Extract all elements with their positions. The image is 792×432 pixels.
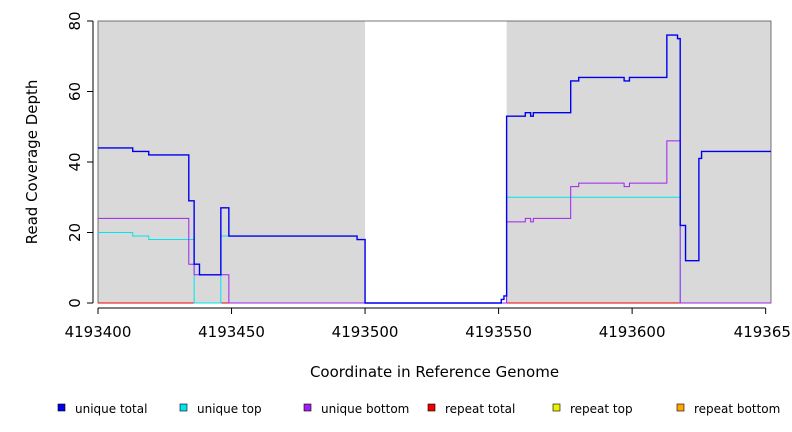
y-tick-label: 20 <box>66 223 84 242</box>
x-tick-label: 4193500 <box>332 323 399 341</box>
shaded-region-2 <box>506 21 771 303</box>
y-tick-label: 40 <box>66 152 84 171</box>
y-axis-label: Read Coverage Depth <box>23 80 41 245</box>
y-tick-label: 60 <box>66 82 84 101</box>
x-axis-label: Coordinate in Reference Genome <box>310 363 559 381</box>
legend-label-repeat-top: repeat top <box>570 402 633 416</box>
x-tick-label: 4193450 <box>198 323 265 341</box>
x-tick-label: 4193550 <box>465 323 532 341</box>
legend-label-repeat-total: repeat total <box>445 402 515 416</box>
legend: unique total unique top unique bottom repea… <box>57 402 780 416</box>
legend-swatch-unique-total <box>57 403 66 412</box>
x-tick-label: 4193600 <box>599 323 666 341</box>
shaded-regions <box>98 21 771 303</box>
legend-label-unique-total: unique total <box>75 402 147 416</box>
legend-swatch-unique-bottom <box>303 403 312 412</box>
legend-swatch-repeat-bottom <box>676 403 685 412</box>
series-layer <box>98 34 771 304</box>
x-tick-label: 419365 <box>734 323 791 341</box>
legend-swatch-unique-top <box>179 403 188 412</box>
x-axis: 4193400 4193450 4193500 4193550 4193600 41936… <box>65 307 791 341</box>
y-tick-label: 80 <box>66 11 84 30</box>
y-axis: 0 20 40 60 80 <box>66 11 94 308</box>
x-tick-label: 4193400 <box>65 323 132 341</box>
legend-label-unique-top: unique top <box>197 402 262 416</box>
legend-swatch-repeat-total <box>427 403 436 412</box>
legend-label-unique-bottom: unique bottom <box>321 402 409 416</box>
y-tick-label: 0 <box>66 298 84 308</box>
legend-label-repeat-bottom: repeat bottom <box>694 402 780 416</box>
series-unique-total <box>98 34 771 304</box>
shaded-region-1 <box>98 21 366 303</box>
legend-swatch-repeat-top <box>552 403 561 412</box>
